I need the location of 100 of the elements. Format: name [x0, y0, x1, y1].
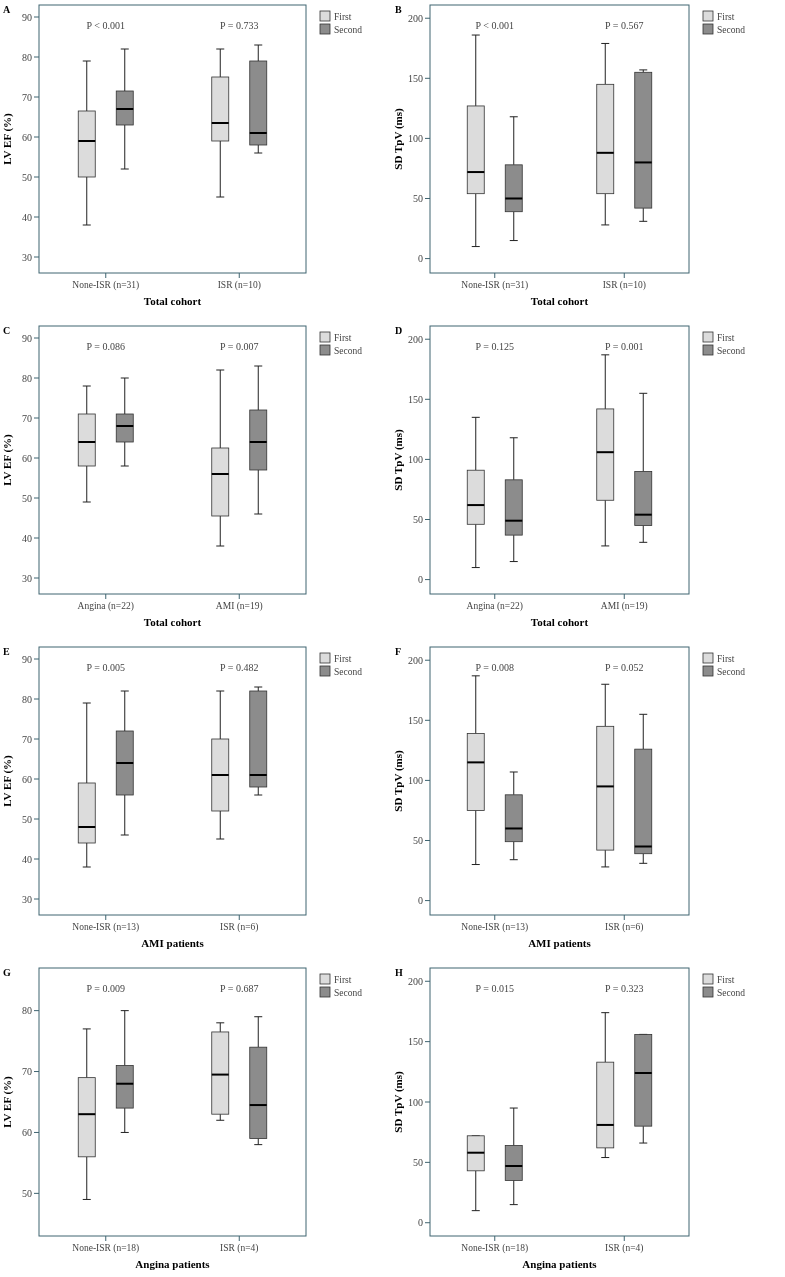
chart-title: H	[395, 967, 403, 978]
annotation: P = 0.733	[220, 19, 259, 31]
x-tick-label: Angina (n=22)	[466, 601, 523, 612]
y-tick-label: 60	[22, 131, 32, 143]
y-axis-title: SD TpV (ms)	[392, 108, 405, 170]
x-tick-label: AMI (n=19)	[600, 601, 648, 612]
y-tick-label: 200	[408, 12, 423, 24]
legend-label: First	[334, 653, 352, 664]
annotation: P = 0.086	[86, 340, 125, 352]
y-tick-label: 90	[22, 11, 32, 23]
chart-title: B	[395, 4, 402, 15]
x-tick-label: ISR (n=4)	[605, 1243, 644, 1254]
y-tick-label: 100	[408, 132, 423, 144]
y-tick-label: 40	[22, 853, 32, 865]
annotation: P = 0.015	[475, 982, 514, 994]
y-axis-title: LV EF (%)	[1, 112, 14, 165]
legend-label: Second	[717, 666, 746, 677]
legend-label: Second	[334, 987, 363, 998]
y-tick-label: 50	[413, 513, 423, 525]
y-axis-title: LV EF (%)	[1, 754, 14, 807]
y-tick-label: 100	[408, 453, 423, 465]
y-tick-label: 40	[22, 532, 32, 544]
x-axis-title: Total cohort	[143, 616, 202, 628]
y-tick-label: 150	[408, 72, 423, 84]
y-tick-label: 150	[408, 393, 423, 405]
y-tick-label: 100	[408, 774, 423, 786]
y-tick-label: 80	[22, 372, 32, 384]
y-axis-title: SD TpV (ms)	[392, 750, 405, 812]
y-tick-label: 200	[408, 654, 423, 666]
annotation: P = 0.482	[220, 661, 259, 673]
y-tick-label: 70	[22, 1066, 32, 1078]
y-axis-title: LV EF (%)	[1, 1075, 14, 1128]
x-axis-title: Angina patients	[135, 1258, 211, 1270]
y-tick-label: 200	[408, 333, 423, 345]
annotation: P = 0.052	[605, 661, 644, 673]
x-tick-label: ISR (n=10)	[602, 280, 646, 291]
y-tick-label: 50	[22, 171, 32, 183]
x-tick-label: ISR (n=6)	[220, 922, 259, 933]
y-tick-label: 80	[22, 693, 32, 705]
y-tick-label: 70	[22, 91, 32, 103]
y-tick-label: 80	[22, 51, 32, 63]
annotation: P = 0.007	[220, 340, 259, 352]
y-tick-label: 0	[418, 1217, 423, 1229]
x-axis-title: Total cohort	[530, 295, 589, 307]
x-tick-label: ISR (n=4)	[220, 1243, 259, 1254]
legend-label: First	[334, 11, 352, 22]
y-axis-title: SD TpV (ms)	[392, 429, 405, 491]
y-tick-label: 90	[22, 653, 32, 665]
y-tick-label: 0	[418, 574, 423, 586]
legend-label: Second	[334, 666, 363, 677]
annotation: P = 0.687	[220, 982, 259, 994]
legend-label: Second	[334, 345, 363, 356]
x-tick-label: None-ISR (n=18)	[72, 1243, 140, 1254]
x-tick-label: None-ISR (n=13)	[461, 922, 529, 933]
x-axis-title: AMI patients	[141, 937, 205, 949]
annotation: P = 0.125	[475, 340, 514, 352]
legend-label: Second	[717, 24, 746, 35]
chart-title: A	[3, 4, 11, 15]
legend-label: First	[717, 974, 735, 985]
y-tick-label: 30	[22, 251, 32, 263]
x-tick-label: Angina (n=22)	[77, 601, 134, 612]
y-tick-label: 60	[22, 773, 32, 785]
y-tick-label: 70	[22, 733, 32, 745]
chart-title: D	[395, 325, 403, 336]
y-tick-label: 0	[418, 895, 423, 907]
legend-label: First	[334, 974, 352, 985]
annotation: P = 0.008	[475, 661, 514, 673]
legend-label: First	[334, 332, 352, 343]
y-tick-label: 50	[413, 834, 423, 846]
y-tick-label: 90	[22, 332, 32, 344]
x-tick-label: AMI (n=19)	[215, 601, 263, 612]
legend-label: First	[717, 11, 735, 22]
annotation: P < 0.001	[475, 19, 514, 31]
annotation: P = 0.567	[605, 19, 644, 31]
y-tick-label: 40	[22, 211, 32, 223]
y-tick-label: 150	[408, 1036, 423, 1048]
x-tick-label: None-ISR (n=13)	[72, 922, 140, 933]
x-axis-title: Angina patients	[522, 1258, 598, 1270]
chart-title: F	[395, 646, 402, 657]
chart-title: G	[3, 967, 11, 978]
y-tick-label: 80	[22, 1005, 32, 1017]
y-tick-label: 60	[22, 1126, 32, 1138]
y-tick-label: 150	[408, 714, 423, 726]
x-tick-label: ISR (n=10)	[217, 280, 261, 291]
chart-title: C	[3, 325, 11, 336]
legend-label: Second	[717, 345, 746, 356]
y-tick-label: 50	[413, 1156, 423, 1168]
legend-label: First	[717, 332, 735, 343]
legend-label: First	[717, 653, 735, 664]
x-tick-label: None-ISR (n=18)	[461, 1243, 529, 1254]
x-tick-label: None-ISR (n=31)	[461, 280, 529, 291]
annotation: P < 0.001	[86, 19, 125, 31]
annotation: P = 0.001	[605, 340, 644, 352]
x-tick-label: None-ISR (n=31)	[72, 280, 140, 291]
x-tick-label: ISR (n=6)	[605, 922, 644, 933]
y-tick-label: 0	[418, 253, 423, 265]
y-tick-label: 60	[22, 452, 32, 464]
y-tick-label: 70	[22, 412, 32, 424]
x-axis-title: Total cohort	[530, 616, 589, 628]
y-tick-label: 50	[22, 492, 32, 504]
